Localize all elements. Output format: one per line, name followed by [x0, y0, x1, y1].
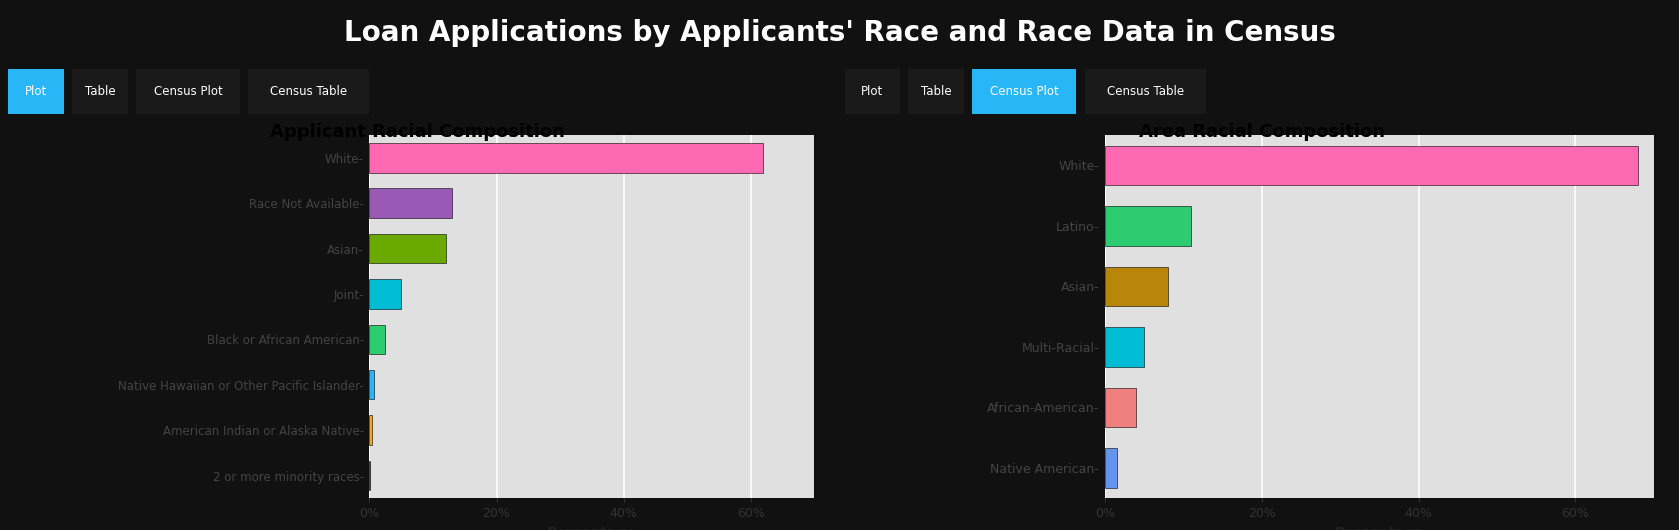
- Bar: [369, 370, 374, 400]
- Bar: [1105, 146, 1639, 185]
- Text: Census Plot: Census Plot: [154, 85, 222, 98]
- Bar: [1105, 327, 1143, 367]
- Text: Plot: Plot: [861, 85, 883, 98]
- Bar: [972, 69, 1076, 114]
- Bar: [1105, 267, 1167, 306]
- Text: Table: Table: [920, 85, 952, 98]
- Bar: [369, 324, 384, 354]
- Bar: [908, 69, 964, 114]
- X-axis label: Percentage: Percentage: [1335, 526, 1424, 530]
- Bar: [845, 69, 900, 114]
- Bar: [369, 143, 764, 173]
- Bar: [369, 416, 373, 445]
- Text: Table: Table: [84, 85, 116, 98]
- Text: Area Racial Composition: Area Racial Composition: [1138, 123, 1385, 142]
- Bar: [1085, 69, 1206, 114]
- Bar: [369, 189, 452, 218]
- Bar: [8, 69, 64, 114]
- Bar: [1105, 206, 1190, 245]
- X-axis label: Percentage: Percentage: [547, 526, 636, 530]
- Text: Loan Applications by Applicants' Race and Race Data in Census: Loan Applications by Applicants' Race an…: [344, 19, 1335, 47]
- Bar: [248, 69, 369, 114]
- Bar: [369, 279, 401, 309]
- Text: Plot: Plot: [25, 85, 47, 98]
- Text: Census Table: Census Table: [270, 85, 348, 98]
- Text: Census Table: Census Table: [1106, 85, 1184, 98]
- Bar: [1105, 388, 1137, 427]
- Bar: [1105, 448, 1117, 488]
- Bar: [136, 69, 240, 114]
- Text: Census Plot: Census Plot: [991, 85, 1058, 98]
- Bar: [369, 234, 445, 263]
- Text: Applicant Racial Composition: Applicant Racial Composition: [270, 123, 564, 142]
- Bar: [72, 69, 128, 114]
